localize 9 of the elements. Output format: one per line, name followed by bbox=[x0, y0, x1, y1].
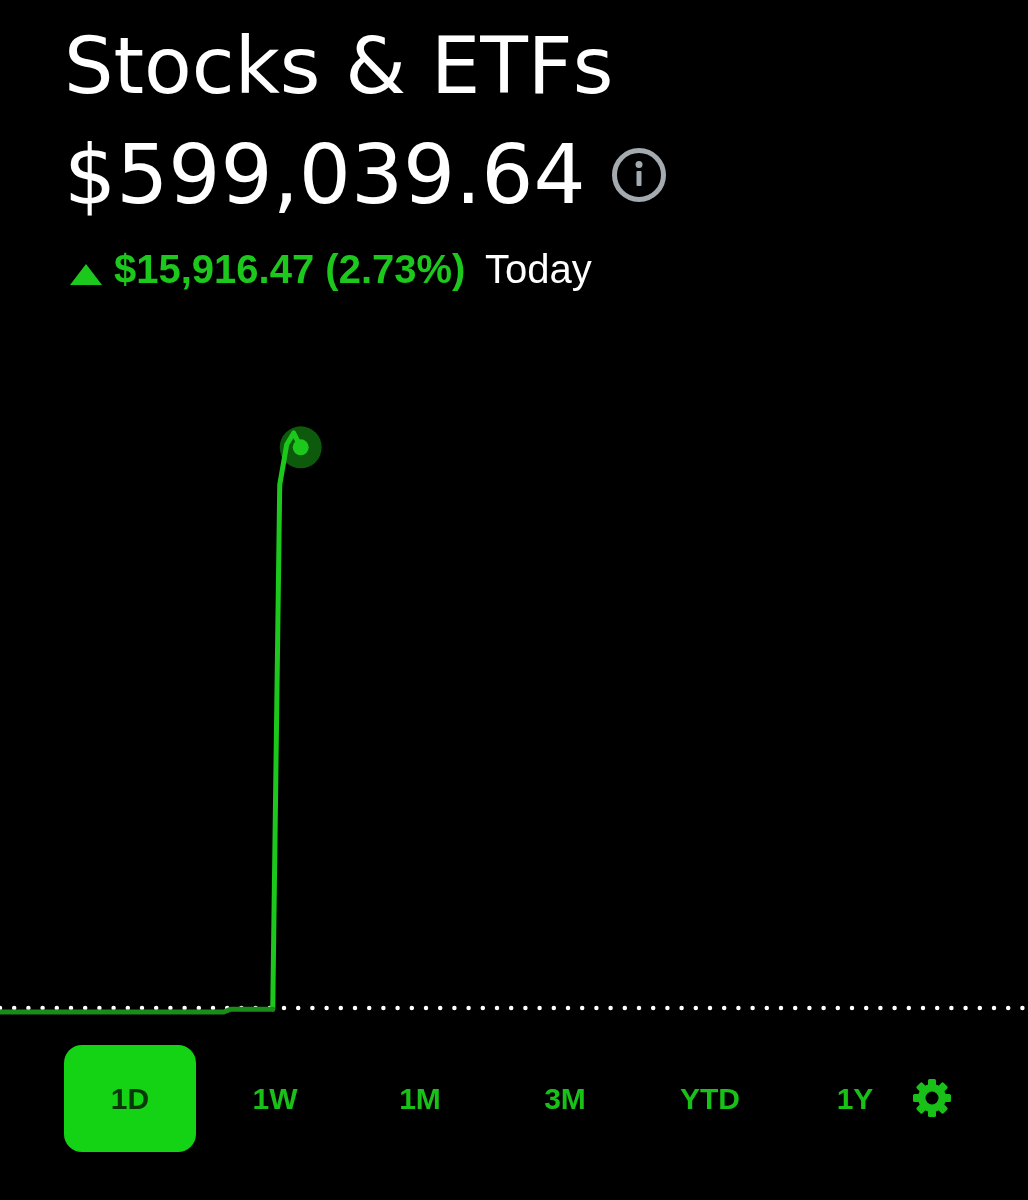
text: YTD bbox=[679, 1080, 741, 1117]
chart-subtitle: $599,039.64 bbox=[64, 127, 586, 222]
text: Today bbox=[485, 247, 592, 291]
chart-title: Stocks & ETFs bbox=[64, 21, 614, 111]
text: 3M bbox=[543, 1080, 587, 1117]
text: 1M bbox=[398, 1080, 442, 1117]
text: 1W bbox=[251, 1080, 299, 1117]
text: 1Y bbox=[835, 1080, 875, 1117]
text: $15,916.47 (2.73%) bbox=[114, 247, 466, 291]
